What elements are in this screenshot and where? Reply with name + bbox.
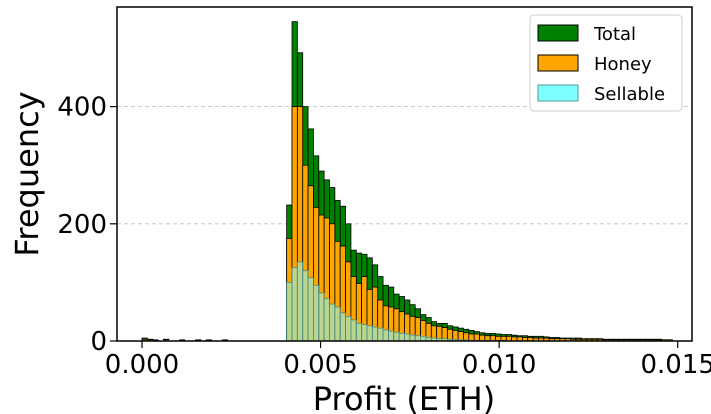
bar-honey [452,330,459,342]
bar-sellable [334,306,341,342]
bar-sellable [409,334,416,342]
bar-sellable [286,282,293,342]
legend-label-sellable: Sellable [594,84,665,105]
bar-sellable [388,330,395,342]
x-axis-label: Profit (ETH) [313,380,495,414]
y-tick-label-2: 400 [57,93,107,123]
bar-sellable [318,292,325,342]
bar-sellable [404,333,411,342]
legend-swatch-total [537,24,579,42]
bar-sellable [371,326,379,342]
legend-swatch-sellable [537,84,579,102]
y-axis-ticks: 0 200 400 [57,93,117,357]
bar-sellable [339,312,346,342]
bar-sellable [307,277,314,342]
legend-label-honey: Honey [594,54,652,75]
legend: Total Honey Sellable [529,14,683,112]
bar-sellable [355,323,363,342]
x-axis-ticks: 0.000 0.005 0.010 0.015 [105,341,711,380]
bar-sellable [382,329,389,342]
bar-sellable [345,315,352,342]
bar-honey [473,333,480,342]
legend-label-total: Total [593,24,636,45]
series-sellable [141,261,507,342]
bar-honey [468,333,475,342]
plot-frame [116,6,693,342]
bar-sellable [302,270,309,342]
x-tick-label-2: 0.010 [462,350,536,380]
bar-sellable [361,324,368,342]
bar-sellable [366,325,373,342]
bar-sellable [291,267,298,342]
x-tick-label-3: 0.015 [640,350,711,380]
y-tick-label-0: 0 [90,327,107,357]
bar-sellable [296,261,304,342]
x-tick-label-0: 0.000 [105,350,179,380]
bar-sellable [329,303,336,342]
y-axis-label: Frequency [8,91,46,256]
bar-sellable [313,284,320,342]
bar-sellable [414,335,421,342]
bar-sellable [398,332,405,342]
x-tick-label-1: 0.005 [283,350,357,380]
bar-sellable [393,331,400,342]
bar-sellable [323,298,330,342]
bar-sellable [350,319,357,342]
legend-swatch-honey [537,54,579,72]
bar-sellable [377,327,384,342]
grid-lines [117,106,692,225]
y-tick-label-1: 200 [57,210,107,240]
